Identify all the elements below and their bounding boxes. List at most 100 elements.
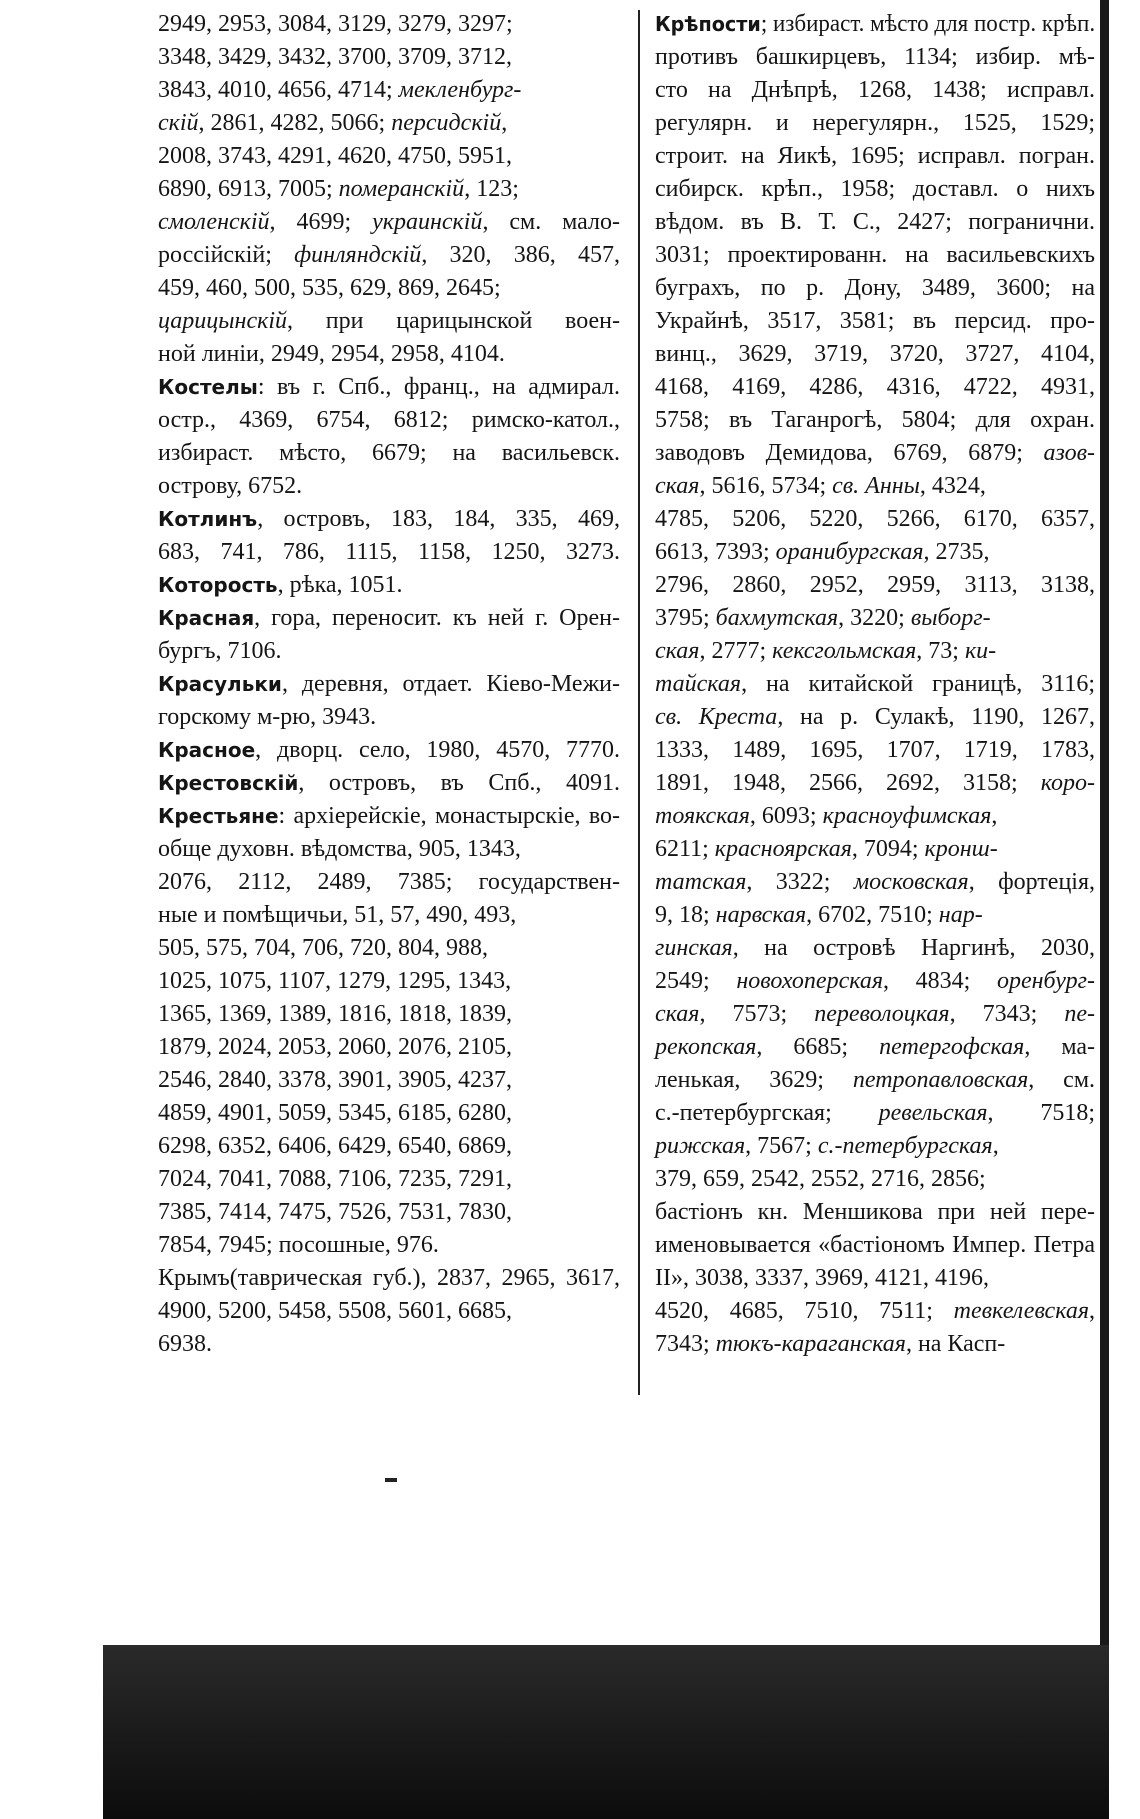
text-line: 6890, 6913, 7005; померанскій, 123; <box>158 173 519 206</box>
text-line: Красная, гора, переносит. къ ней г. Орен… <box>158 602 620 635</box>
text-run: обще духовн. вѣдомства, 905, 1343, <box>158 836 521 862</box>
text-line: Крестовскій, островъ, въ Спб., 4091. <box>158 767 620 800</box>
text-line: с.-петербургская; ревельская, 7518; <box>655 1097 1095 1130</box>
text-line: 2796, 2860, 2952, 2959, 3113, 3138, <box>655 569 1095 602</box>
text-line: 505, 575, 704, 706, 720, 804, 988, <box>158 932 488 965</box>
text-run: , 3322; <box>746 869 854 895</box>
italic-term: гинская <box>655 935 733 961</box>
text-line: 7024, 7041, 7088, 7106, 7235, 7291, <box>158 1163 512 1196</box>
italic-term: переволоцкая <box>814 1001 950 1027</box>
italic-term: украинскій <box>372 209 483 235</box>
text-line: острову, 6752. <box>158 470 302 503</box>
headword: Крестьяне <box>158 804 279 828</box>
italic-term: петергофская <box>879 1034 1025 1060</box>
italic-term: кронш- <box>924 836 998 862</box>
text-run: , 4834; <box>883 968 997 994</box>
text-line: винц., 3629, 3719, 3720, 3727, 4104, <box>655 338 1095 371</box>
text-line: 3031; проектированн. на васильевскихъ <box>655 239 1095 272</box>
text-run: 4785, 5206, 5220, 5266, 6170, 6357, <box>655 506 1095 532</box>
text-run: , <box>992 1133 999 1159</box>
text-run: , 320, 386, 457, <box>421 242 621 268</box>
text-line: Крѣпости; избираст. мѣсто для постр. крѣ… <box>655 8 1095 41</box>
text-run: : въ г. Спб., франц., на адмирал. <box>257 374 620 400</box>
text-run: 4520, 4685, 7510, 7511; <box>655 1298 954 1324</box>
text-line: тоякская, 6093; красноуфимская, <box>655 800 997 833</box>
italic-term: с.-петербургская <box>817 1133 993 1159</box>
text-line: рижская, 7567; с.-петербургская, <box>655 1130 999 1163</box>
text-line: сибирск. крѣп., 1958; доставл. о нихъ <box>655 173 1095 206</box>
italic-term: ки- <box>964 638 997 664</box>
text-run: , 7573; <box>699 1001 815 1027</box>
text-run: , 73; <box>916 638 965 664</box>
italic-term: нарвская <box>715 902 807 928</box>
text-run: именовывается «бастіономъ Импер. Петра <box>655 1232 1095 1258</box>
text-line: ные и помѣщичьи, 51, 57, 490, 493, <box>158 899 516 932</box>
italic-term: выборг- <box>910 605 991 631</box>
text-run: : архіерейскіе, монастырскіе, во- <box>278 803 620 829</box>
text-run: , 2861, 4282, 5066; <box>198 110 392 136</box>
text-run: 459, 460, 500, 535, 629, 869, 2645; <box>158 275 501 301</box>
text-line: Красульки, деревня, отдает. Кіево-Межи- <box>158 668 620 701</box>
text-run: , деревня, отдает. Кіево-Межи- <box>281 671 620 697</box>
text-run: , см. <box>1028 1067 1096 1093</box>
headword: Костелы <box>158 375 258 399</box>
text-line: скій, 2861, 4282, 5066; персидскій, <box>158 107 507 140</box>
italic-term: новохоперская <box>736 968 883 994</box>
italic-term: рекопская <box>655 1034 757 1060</box>
text-run: 2549; <box>655 968 737 994</box>
text-run: регулярн. и нерегулярн., 1525, 1529; <box>655 110 1095 136</box>
italic-term: красноуфимская <box>822 803 992 829</box>
text-line: Которость, рѣка, 1051. <box>158 569 403 602</box>
text-line: 2546, 2840, 3378, 3901, 3905, 4237, <box>158 1064 512 1097</box>
italic-term: смоленскій <box>158 209 270 235</box>
italic-term: рижская <box>655 1133 746 1159</box>
italic-term: ская <box>655 638 700 664</box>
text-run: 3031; проектированн. на васильевскихъ <box>655 242 1095 268</box>
italic-term: нар- <box>938 902 983 928</box>
text-run: , 123; <box>464 176 519 202</box>
text-line: 2008, 3743, 4291, 4620, 4750, 5951, <box>158 140 512 173</box>
text-line: ленькая, 3629; петропавловская, см. <box>655 1064 1095 1097</box>
text-line: тайская, на китайской границѣ, 3116; <box>655 668 1095 701</box>
text-run: 1891, 1948, 2566, 2692, 3158; <box>655 770 1041 796</box>
text-run: 1365, 1369, 1389, 1816, 1818, 1839, <box>158 1001 512 1027</box>
italic-term: тюкъ-караганская <box>715 1331 906 1357</box>
text-run: , 6685; <box>756 1034 880 1060</box>
italic-term: скій <box>158 110 199 136</box>
page-edge-shadow <box>1100 0 1109 1819</box>
text-run: , островъ, въ Спб., 4091. <box>298 770 620 796</box>
text-run: 6211; <box>655 836 715 862</box>
headword: Красное <box>158 738 256 762</box>
text-line: 379, 659, 2542, 2552, 2716, 2856; <box>655 1163 986 1196</box>
italic-term: тевкелевская <box>953 1298 1089 1324</box>
text-line: 9, 18; нарвская, 6702, 7510; нар- <box>655 899 983 932</box>
text-run: , 7567; <box>745 1133 818 1159</box>
italic-term: финляндскій <box>294 242 422 268</box>
text-line: 2949, 2953, 3084, 3129, 3279, 3297; <box>158 8 513 41</box>
speck <box>385 1478 397 1482</box>
italic-term: персидскій <box>391 110 502 136</box>
text-run: сто на Днѣпрѣ, 1268, 1438; исправл. <box>655 77 1095 103</box>
headword: Красульки <box>158 672 282 696</box>
text-line: 3795; бахмутская, 3220; выборг- <box>655 602 991 635</box>
headword: Котлинъ <box>158 507 258 531</box>
text-run: , островъ, 183, 184, 335, 469, <box>257 506 620 532</box>
text-line: бастіонъ кн. Меншикова при ней пере- <box>655 1196 1095 1229</box>
text-line: Украйнѣ, 3517, 3581; въ персид. про- <box>655 305 1095 338</box>
text-run: Украйнѣ, 3517, 3581; въ персид. про- <box>655 308 1095 334</box>
text-line: 6211; красноярская, 7094; кронш- <box>655 833 998 866</box>
text-run: 7343; <box>655 1331 716 1357</box>
text-run: 6890, 6913, 7005; <box>158 176 339 202</box>
text-run: 2008, 3743, 4291, 4620, 4750, 5951, <box>158 143 512 169</box>
text-run: строит. на Яикѣ, 1695; исправл. погран. <box>655 143 1095 169</box>
italic-term: татская <box>655 869 747 895</box>
text-run: 1879, 2024, 2053, 2060, 2076, 2105, <box>158 1034 512 1060</box>
text-run: , <box>991 803 998 829</box>
text-line: 6298, 6352, 6406, 6429, 6540, 6869, <box>158 1130 512 1163</box>
text-run: ленькая, 3629; <box>655 1067 853 1093</box>
text-run: , <box>501 110 508 136</box>
text-run: , 2735, <box>923 539 990 565</box>
text-run: , рѣка, 1051. <box>277 572 403 598</box>
headword: Крѣпости <box>655 12 761 36</box>
